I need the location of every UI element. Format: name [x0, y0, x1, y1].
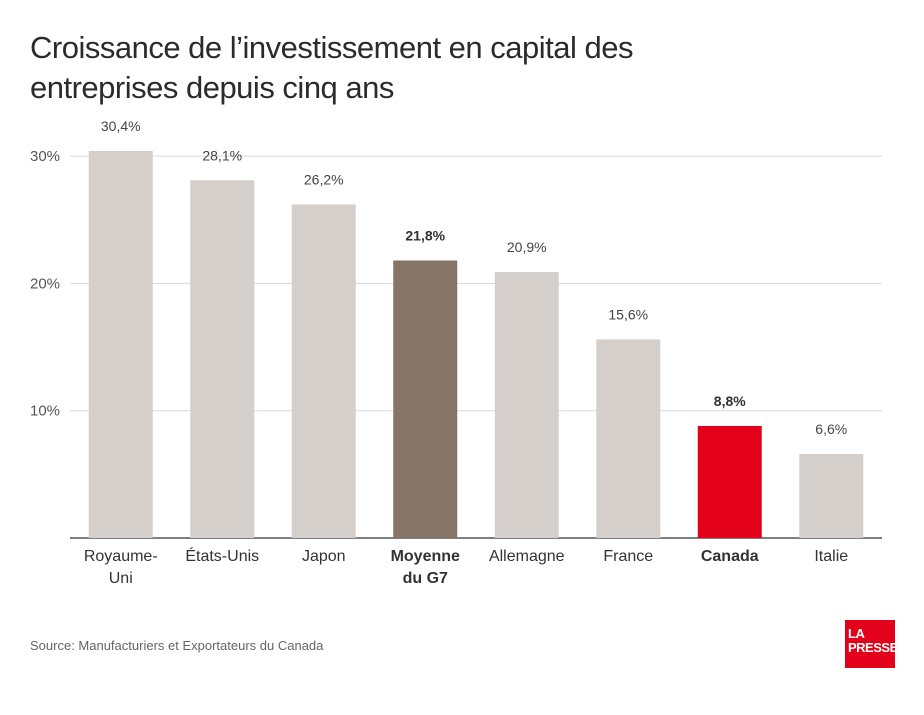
category-label: Italie: [814, 548, 848, 565]
bar: [88, 151, 153, 538]
value-label: 28,1%: [202, 147, 242, 163]
value-label: 30,4%: [101, 118, 141, 134]
category-label: Japon: [302, 548, 346, 565]
bar: [494, 271, 559, 538]
category-label: Allemagne: [489, 548, 565, 565]
category-label: Moyenne: [391, 548, 460, 565]
category-label: Royaume-: [84, 548, 158, 565]
la-presse-logo: LA PRESSE: [845, 620, 898, 668]
value-label: 8,8%: [714, 393, 746, 409]
y-tick-label: 30%: [30, 148, 60, 165]
logo-line-1: LA: [848, 626, 865, 641]
value-label: 15,6%: [608, 306, 648, 322]
bar: [393, 260, 458, 538]
bars: [88, 151, 864, 539]
y-tick-label: 20%: [30, 275, 60, 292]
category-label: États-Unis: [185, 546, 259, 565]
bar: [190, 180, 255, 539]
category-label: du G7: [403, 570, 448, 587]
value-label: 20,9%: [507, 239, 547, 255]
bar: [799, 453, 864, 538]
chart-title: Croissance de l’investissement en capita…: [30, 30, 633, 105]
labels: 10% 20% 30% 30,4% Royaume- Uni 28,1% États-Unis…: [30, 118, 848, 587]
logo-line-2: PRESSE: [848, 640, 898, 655]
value-label: 21,8%: [405, 227, 445, 243]
bar: [596, 339, 661, 538]
value-label: 6,6%: [815, 421, 847, 437]
category-label: France: [603, 548, 653, 565]
source-note: Source: Manufacturiers et Exportateurs d…: [30, 638, 324, 653]
bar: [291, 204, 356, 538]
value-label: 26,2%: [304, 171, 344, 187]
category-label: Uni: [109, 570, 133, 587]
bar: [697, 425, 762, 538]
y-tick-label: 10%: [30, 403, 60, 420]
category-label: Canada: [701, 548, 759, 565]
